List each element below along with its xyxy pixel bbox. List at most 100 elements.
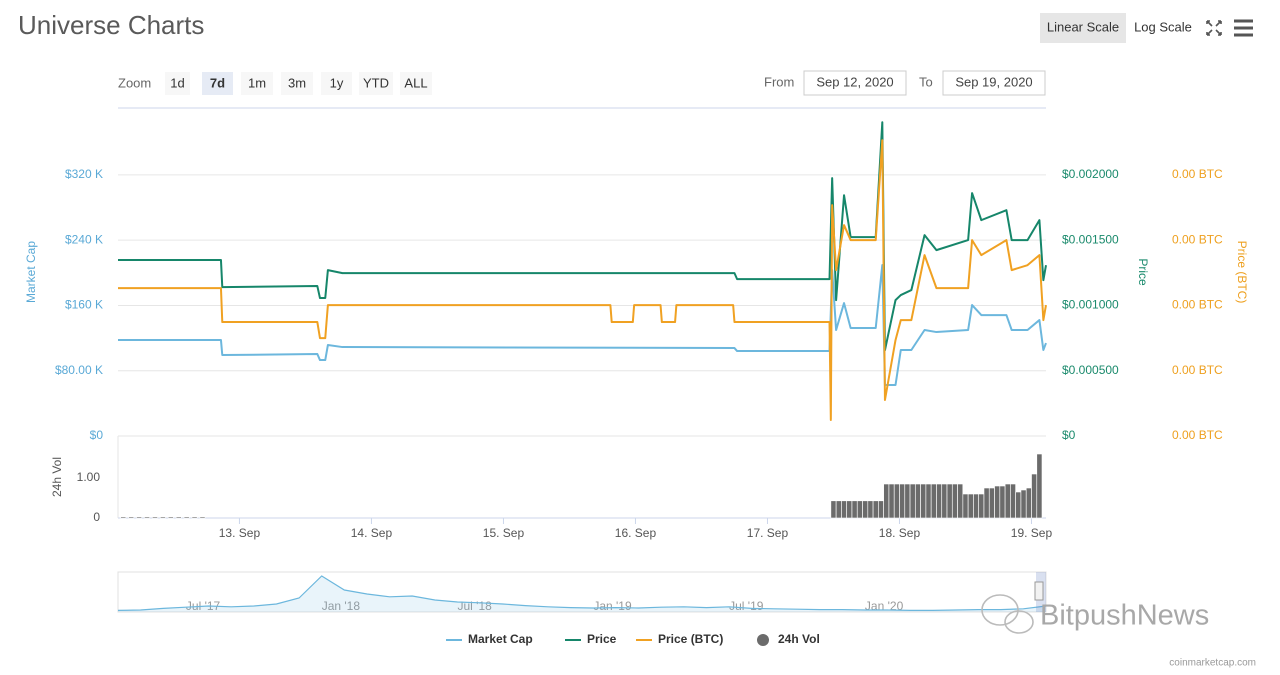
navigator-handle[interactable] bbox=[1034, 581, 1044, 601]
volume-bar bbox=[1015, 491, 1022, 519]
y2-tick-label: $0.000500 bbox=[1062, 363, 1119, 377]
menu-icon[interactable] bbox=[1234, 19, 1253, 37]
y-tick-label: $0 bbox=[90, 428, 104, 442]
volume-bar bbox=[983, 487, 990, 519]
volume-bar bbox=[920, 483, 927, 519]
scale-button-bg[interactable] bbox=[1040, 13, 1126, 43]
series-line bbox=[118, 121, 1047, 352]
zoom-button-bg[interactable] bbox=[202, 72, 233, 95]
y-axis-title: 24h Vol bbox=[50, 457, 64, 497]
series-line bbox=[118, 139, 1047, 421]
to-input[interactable] bbox=[942, 70, 1046, 96]
zoom-buttons: 1d 7d 1m 3m 1y YTD ALL bbox=[165, 72, 432, 95]
zoom-button[interactable]: 1m bbox=[248, 75, 266, 90]
y3-tick-label: 0.00 BTC bbox=[1172, 363, 1223, 377]
volume-bar bbox=[904, 483, 911, 519]
volume-bar bbox=[909, 483, 916, 519]
navigator-label: Jan '18 bbox=[322, 599, 361, 613]
volume-bar bbox=[1036, 453, 1043, 519]
x-tick-label: 17. Sep bbox=[747, 526, 789, 540]
zoom-button-bg[interactable] bbox=[321, 72, 352, 95]
volume-bar bbox=[893, 483, 900, 519]
volume-bar bbox=[962, 493, 969, 519]
from-date[interactable]: Sep 12, 2020 bbox=[816, 74, 893, 89]
series-line bbox=[118, 264, 1047, 386]
volume-bar bbox=[183, 516, 190, 519]
zoom-button-bg[interactable] bbox=[281, 72, 313, 95]
volume-bar bbox=[856, 500, 863, 519]
x-tick-label: 14. Sep bbox=[351, 526, 393, 540]
volume-bar bbox=[175, 516, 182, 519]
zoom-button[interactable]: 3m bbox=[288, 75, 306, 90]
volume-bar bbox=[1031, 473, 1038, 519]
navigator-frame bbox=[117, 571, 1047, 613]
volume-bar bbox=[835, 500, 842, 519]
volume-bar bbox=[936, 483, 942, 519]
volume-bar bbox=[862, 500, 869, 519]
zoom-button[interactable]: ALL bbox=[404, 75, 427, 90]
zoom-button-bg[interactable] bbox=[400, 72, 432, 95]
credit: coinmarketcap.com bbox=[1169, 658, 1256, 669]
volume-bar bbox=[994, 485, 1001, 519]
volume-bar bbox=[1020, 489, 1027, 519]
volume-bar bbox=[120, 516, 127, 519]
from-input[interactable] bbox=[803, 70, 907, 96]
zoom-button[interactable]: 7d bbox=[210, 75, 225, 90]
chart-title: Universe Charts bbox=[18, 10, 204, 40]
legend-label[interactable]: Price (BTC) bbox=[658, 632, 723, 646]
x-tick-label: 18. Sep bbox=[879, 526, 921, 540]
navigator-line bbox=[117, 575, 1047, 611]
volume-bar bbox=[888, 483, 895, 519]
volume-bar bbox=[846, 500, 853, 519]
volume-bar bbox=[191, 516, 198, 519]
x-tick-label: 13. Sep bbox=[219, 526, 261, 540]
zoom-button[interactable]: 1d bbox=[170, 75, 184, 90]
legend-label[interactable]: 24h Vol bbox=[778, 632, 820, 646]
volume-bar bbox=[830, 500, 837, 519]
volume-bar bbox=[199, 516, 206, 519]
volume-bar bbox=[1025, 487, 1032, 519]
from-label: From bbox=[764, 74, 794, 89]
y3-tick-label: 0.00 BTC bbox=[1172, 167, 1223, 181]
y2-tick-label: $0.002000 bbox=[1062, 167, 1119, 181]
zoom-button-bg[interactable] bbox=[241, 72, 273, 95]
navigator-area bbox=[118, 576, 1046, 612]
legend-label[interactable]: Market Cap bbox=[468, 632, 533, 646]
zoom-button-bg[interactable] bbox=[165, 72, 190, 95]
volume-bar bbox=[1010, 483, 1016, 519]
fullscreen-icon[interactable] bbox=[1206, 20, 1222, 36]
zoom-button[interactable]: 1y bbox=[330, 75, 344, 90]
volume-bar bbox=[925, 483, 932, 519]
x-tick-label: 19. Sep bbox=[1011, 526, 1053, 540]
y-tick-label: 1.00 bbox=[77, 470, 101, 484]
y-tick-label: $160 K bbox=[65, 298, 103, 312]
y3-tick-label: 0.00 BTC bbox=[1172, 232, 1223, 246]
y2-axis-title: Price bbox=[1136, 258, 1150, 286]
legend-symbol[interactable] bbox=[757, 634, 769, 646]
zoom-button[interactable]: YTD bbox=[363, 75, 389, 90]
volume-bar bbox=[883, 483, 890, 519]
to-date[interactable]: Sep 19, 2020 bbox=[955, 74, 1032, 89]
watermark-icon bbox=[981, 594, 1034, 634]
volume-bar bbox=[128, 516, 135, 519]
volume-bar bbox=[841, 500, 847, 519]
volume-bar bbox=[899, 483, 906, 519]
volume-bar bbox=[152, 516, 158, 519]
zoom-label: Zoom bbox=[118, 75, 151, 90]
to-label: To bbox=[919, 74, 933, 89]
scale-button[interactable]: Linear Scale bbox=[1047, 19, 1119, 34]
y3-axis-title: Price (BTC) bbox=[1235, 241, 1249, 304]
y2-tick-label: $0.001500 bbox=[1062, 232, 1119, 246]
volume-bar bbox=[952, 483, 958, 519]
zoom-button-bg[interactable] bbox=[359, 72, 393, 95]
volume-bar bbox=[946, 483, 953, 519]
navigator-label: Jan '19 bbox=[593, 599, 632, 613]
y-tick-label: $80.00 K bbox=[55, 363, 103, 377]
y3-tick-label: 0.00 BTC bbox=[1172, 428, 1223, 442]
volume-bar bbox=[167, 516, 174, 519]
y2-tick-label: $0 bbox=[1062, 428, 1076, 442]
y2-tick-label: $0.001000 bbox=[1062, 298, 1119, 312]
scale-button[interactable]: Log Scale bbox=[1134, 19, 1192, 34]
volume-bar bbox=[978, 493, 985, 519]
legend-label[interactable]: Price bbox=[587, 632, 617, 646]
